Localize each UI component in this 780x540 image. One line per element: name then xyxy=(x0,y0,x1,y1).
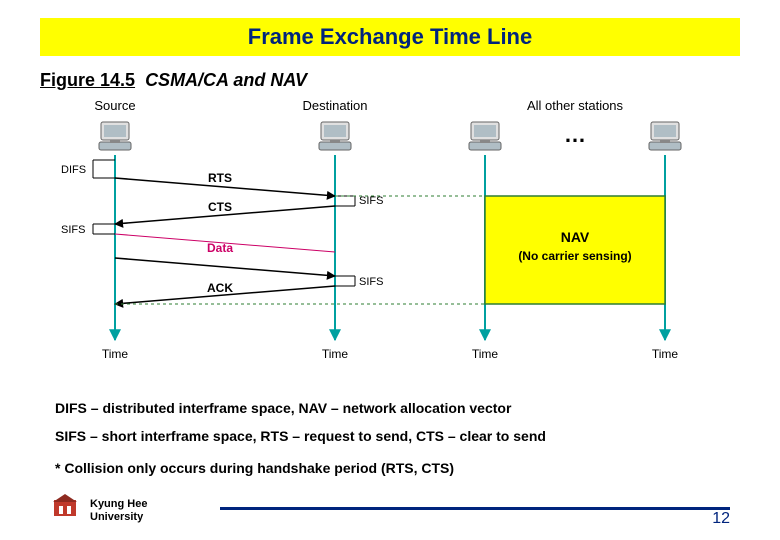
sifs-label: SIFS xyxy=(359,276,383,288)
time-label: Time xyxy=(652,347,679,361)
cts-label: CTS xyxy=(208,200,232,214)
computer-icon xyxy=(649,122,681,150)
computer-icon xyxy=(469,122,501,150)
label-destination: Destination xyxy=(302,100,367,113)
difs-label: DIFS xyxy=(61,164,86,176)
university-name: Kyung HeeUniversity xyxy=(90,498,147,524)
figure-number: Figure 14.5 xyxy=(40,70,135,90)
nav-title: NAV xyxy=(561,229,590,245)
computer-icon xyxy=(99,122,131,150)
collision-note: * Collision only occurs during handshake… xyxy=(55,460,454,476)
title-bar: Frame Exchange Time Line xyxy=(40,18,740,56)
definition-line-2: SIFS – short interframe space, RTS – req… xyxy=(55,428,546,444)
page-number: 12 xyxy=(712,510,730,528)
data-label: Data xyxy=(207,241,233,255)
label-source: Source xyxy=(94,100,135,113)
sifs-label: SIFS xyxy=(359,195,383,207)
time-label: Time xyxy=(102,347,129,361)
time-label: Time xyxy=(322,347,349,361)
csma-ca-diagram: Source Destination All other stations … … xyxy=(55,100,725,380)
data-arrow xyxy=(115,258,335,276)
slide-footer: Kyung HeeUniversity 12 xyxy=(40,488,740,528)
figure-caption: CSMA/CA and NAV xyxy=(145,70,307,90)
rts-label: RTS xyxy=(208,171,232,185)
ellipsis: … xyxy=(564,122,586,147)
time-label: Time xyxy=(472,347,499,361)
nav-sub: (No carrier sensing) xyxy=(518,249,631,263)
footer-divider xyxy=(220,507,730,510)
computer-icon xyxy=(319,122,351,150)
sifs-label: SIFS xyxy=(61,224,85,236)
label-others: All other stations xyxy=(527,100,624,113)
university-logo-icon xyxy=(50,492,80,522)
slide-title: Frame Exchange Time Line xyxy=(248,24,532,50)
definition-line-1: DIFS – distributed interframe space, NAV… xyxy=(55,400,511,416)
figure-label: Figure 14.5 CSMA/CA and NAV xyxy=(40,70,307,91)
ack-label: ACK xyxy=(207,281,233,295)
